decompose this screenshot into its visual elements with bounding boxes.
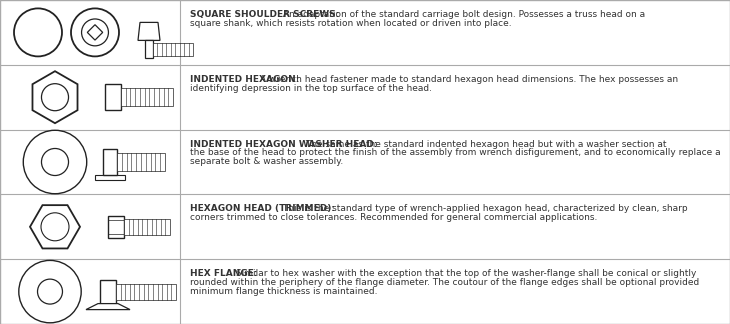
Circle shape: [71, 8, 119, 56]
Bar: [108, 216, 124, 238]
Bar: [103, 149, 117, 175]
Bar: [100, 280, 116, 304]
Text: An adaptation of the standard carriage bolt design. Possesses a truss head on a: An adaptation of the standard carriage b…: [280, 10, 645, 19]
Circle shape: [23, 130, 87, 194]
Polygon shape: [32, 136, 77, 188]
Bar: [121, 88, 173, 106]
Polygon shape: [86, 304, 130, 310]
Circle shape: [42, 148, 69, 176]
Text: square shank, which resists rotation when located or driven into place.: square shank, which resists rotation whe…: [191, 19, 512, 28]
Text: INDENTED HEXAGON:: INDENTED HEXAGON:: [191, 75, 300, 84]
Bar: [145, 40, 153, 58]
Polygon shape: [30, 205, 80, 249]
Bar: [116, 284, 176, 300]
Text: minimum flange thickness is maintained.: minimum flange thickness is maintained.: [191, 287, 378, 296]
Circle shape: [42, 84, 69, 111]
Text: INDENTED HEXAGON WASHER HEAD:: INDENTED HEXAGON WASHER HEAD:: [191, 140, 378, 149]
Bar: [124, 219, 170, 235]
Text: Similar to hex washer with the exception that the top of the washer-flange shall: Similar to hex washer with the exception…: [233, 269, 696, 278]
Polygon shape: [88, 25, 103, 40]
Text: separate bolt & washer assembly.: separate bolt & washer assembly.: [191, 157, 344, 166]
Text: The same as the standard indented hexagon head but with a washer section at: The same as the standard indented hexago…: [304, 140, 667, 149]
Bar: [95, 175, 125, 180]
Text: HEXAGON HEAD (TRIMMED):: HEXAGON HEAD (TRIMMED):: [191, 204, 335, 214]
Text: corners trimmed to close tolerances. Recommended for general commercial applicat: corners trimmed to close tolerances. Rec…: [191, 213, 598, 222]
Circle shape: [41, 213, 69, 241]
Text: the base of the head to protect the finish of the assembly from wrench disfigure: the base of the head to protect the fini…: [191, 148, 721, 157]
Polygon shape: [29, 268, 71, 316]
Text: identifying depression in the top surface of the head.: identifying depression in the top surfac…: [191, 84, 432, 93]
Circle shape: [82, 19, 109, 46]
Circle shape: [19, 260, 81, 323]
Circle shape: [14, 8, 62, 56]
Bar: [153, 43, 193, 56]
Circle shape: [37, 279, 63, 304]
Text: This is the standard type of wrench-applied hexagon head, characterized by clean: This is the standard type of wrench-appl…: [280, 204, 688, 214]
Text: A wrench head fastener made to standard hexagon head dimensions. The hex possess: A wrench head fastener made to standard …: [257, 75, 677, 84]
Text: rounded within the periphery of the flange diameter. The coutour of the flange e: rounded within the periphery of the flan…: [191, 278, 699, 287]
Text: HEX FLANGE:: HEX FLANGE:: [191, 269, 258, 278]
Bar: [117, 153, 165, 171]
Polygon shape: [138, 22, 160, 40]
Bar: [105, 84, 121, 110]
Polygon shape: [32, 71, 77, 123]
Text: SQUARE SHOULDER SCREWS:: SQUARE SHOULDER SCREWS:: [191, 10, 339, 19]
